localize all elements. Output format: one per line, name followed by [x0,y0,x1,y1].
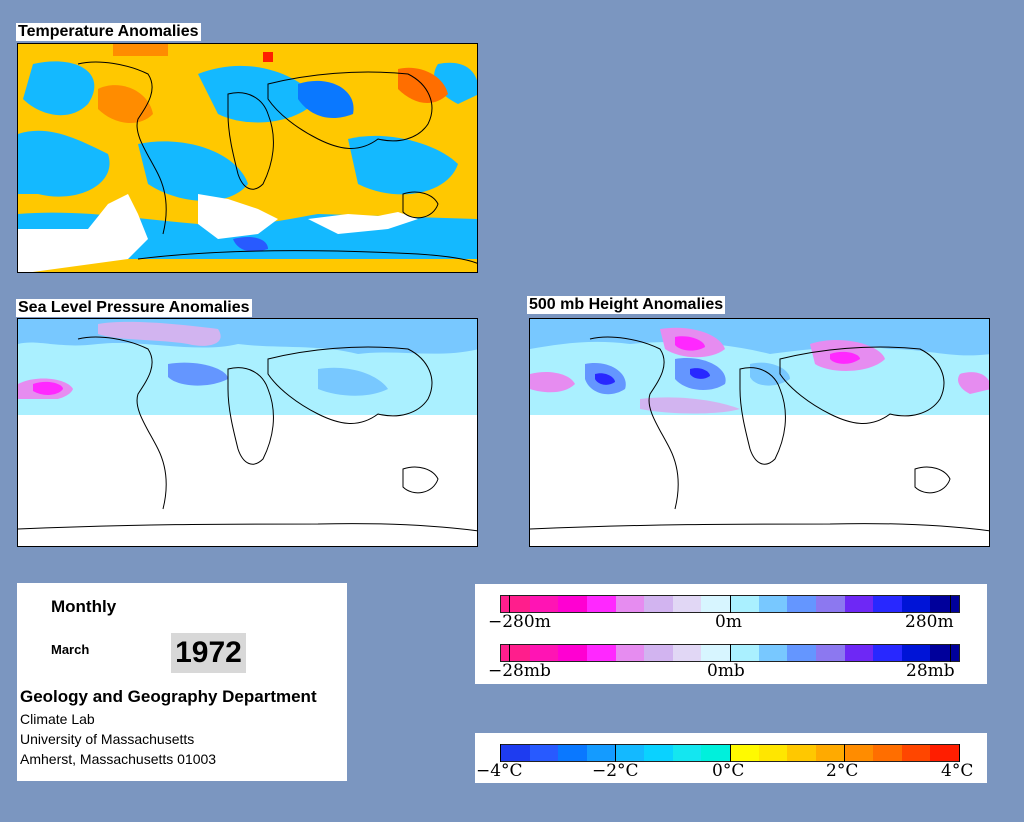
colorbar-segment [930,745,959,761]
colorbar-segment [758,645,788,661]
university-label: University of Massachusetts [20,731,195,747]
colorbar-tick [949,595,951,613]
warm-anomaly-regions [98,44,448,124]
colorbar-segment [787,596,816,612]
colorbar-segment [529,596,559,612]
colorbar-segment [901,596,931,612]
colorbar-tick [729,644,731,662]
colorbar-segment [644,596,673,612]
colorbar-tick [729,744,731,762]
pressure-label-max: 28mb [906,661,955,681]
colorbar-segment [758,745,788,761]
temp-label-minus4: −4°C [476,761,523,781]
colorbar-tick [509,644,511,662]
colorbar-segment [844,645,874,661]
height-label-min: −280m [488,612,551,632]
colorbar-segment [730,745,759,761]
colorbar-segment [586,645,616,661]
colorbar-tick [500,744,501,762]
colorbar-segment [901,645,931,661]
colorbar-tick [844,744,846,762]
colorbar-segment [644,645,673,661]
colorbar-segment [730,645,759,661]
coastlines [18,336,477,532]
temp-label-zero: 0°C [712,761,745,781]
colorbar-segment [501,596,530,612]
colorbar-segment [873,596,902,612]
slp-map-title: Sea Level Pressure Anomalies [16,299,252,317]
colorbar-segment [672,596,702,612]
height-pressure-legend: −280m 0m 280m −28mb 0mb 28mb [475,584,987,684]
height-label-max: 280m [905,612,954,632]
colorbar-segment [615,596,645,612]
temperature-anomaly-map [17,43,478,273]
lab-label: Climate Lab [20,711,95,727]
colorbar-segment [558,596,587,612]
colorbar-segment [701,645,730,661]
colorbar-segment [930,645,959,661]
colorbar-segment [844,596,874,612]
colorbar-segment [815,596,845,612]
missing-data-regions [18,194,418,272]
colorbar-tick [949,644,951,662]
pressure-label-zero: 0mb [707,661,745,681]
temp-label-plus2: 2°C [826,761,859,781]
department-label: Geology and Geography Department [20,687,317,706]
colorbar-segment [930,596,959,612]
period-label: Monthly [51,597,117,616]
coastlines [530,336,989,532]
address-label: Amherst, Massachusetts 01003 [20,751,217,767]
colorbar-segment [586,745,616,761]
colorbar-segment [558,645,587,661]
colorbar-segment [701,745,730,761]
colorbar-segment [615,645,645,661]
colorbar-segment [873,645,902,661]
colorbar-segment [672,645,702,661]
height500-anomaly-map [529,318,990,547]
colorbar-segment [701,596,730,612]
info-panel: Monthly March 1972 Geology and Geography… [17,583,347,781]
pressure-label-min: −28mb [488,661,551,681]
colorbar-tick [729,595,731,613]
colorbar-segment [615,745,645,761]
colorbar-segment [815,645,845,661]
colorbar-segment [672,745,702,761]
slp-anomaly-map [17,318,478,547]
colorbar-segment [558,745,587,761]
temp-label-plus4: 4°C [941,761,974,781]
colorbar-segment [901,745,931,761]
colorbar-segment [586,596,616,612]
coastlines [77,61,477,264]
colorbar-segment [529,745,559,761]
colorbar-tick [959,744,960,762]
temp-label-minus2: −2°C [592,761,639,781]
colorbar-segment [815,745,845,761]
colorbar-segment [529,645,559,661]
month-label: March [51,642,90,657]
colorbar-segment [787,745,816,761]
colorbar-segment [644,745,673,761]
colorbar-segment [730,596,759,612]
colorbar-segment [787,645,816,661]
colorbar-segment [758,596,788,612]
height500-map-title: 500 mb Height Anomalies [527,296,726,314]
colorbar-segment [873,745,902,761]
colorbar-segment [501,745,530,761]
height-label-zero: 0m [715,612,742,632]
colorbar-tick [509,595,511,613]
colorbar-segment [501,645,530,661]
colorbar-tick [614,744,616,762]
year-label: 1972 [171,633,246,673]
temperature-legend: −4°C −2°C 0°C 2°C 4°C [475,733,987,783]
temperature-map-title: Temperature Anomalies [16,23,201,41]
colorbar-segment [844,745,874,761]
